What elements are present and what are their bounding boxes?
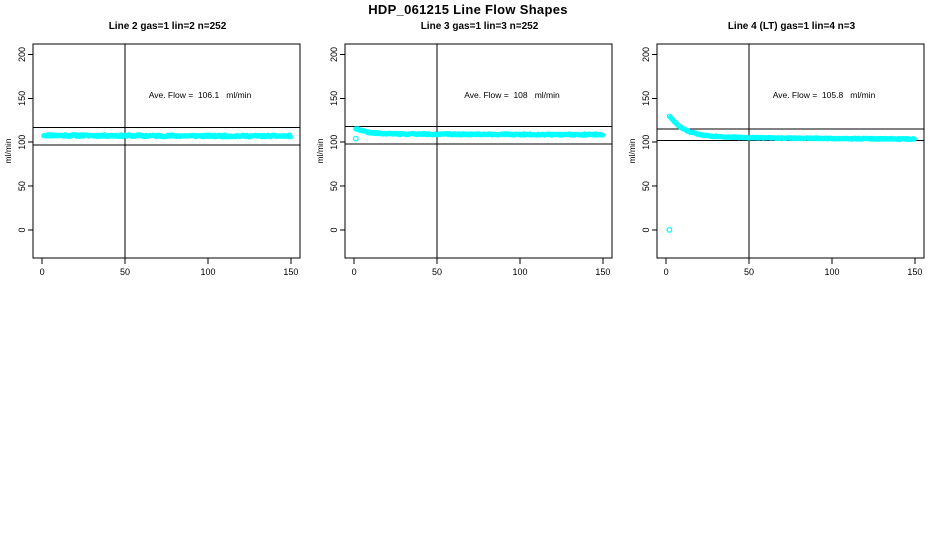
svg-text:100: 100 (17, 135, 27, 150)
reference-lines (657, 44, 924, 258)
data-points (666, 113, 917, 233)
axes: 0 50 100 150 200 0 50 100 150 ml/min (3, 43, 301, 277)
panel-title: Line 3 gas=1 lin=3 n=252 (420, 21, 539, 32)
figure-title: HDP_061215 Line Flow Shapes (368, 2, 568, 17)
svg-text:150: 150 (641, 91, 651, 106)
ave-flow-annotation: Ave. Flow = 106.1 ml/min (148, 90, 252, 100)
svg-text:100: 100 (641, 135, 651, 150)
y-axis-label: ml/min (627, 138, 637, 163)
panel-line-2: Line 2 gas=1 lin=2 n=252 0 50 100 150 200 0 50… (3, 18, 305, 288)
plot-area-line-4: 0 50 100 150 200 0 50 100 150 ml/min (627, 43, 925, 277)
svg-text:0: 0 (17, 227, 27, 232)
svg-text:150: 150 (907, 267, 922, 277)
data-points (41, 132, 294, 140)
panel-line-4: Line 4 (LT) gas=1 lin=4 n=3 0 50 100 150 200… (627, 18, 929, 288)
data-points (352, 126, 606, 142)
svg-text:50: 50 (744, 267, 754, 277)
svg-text:50: 50 (17, 181, 27, 191)
svg-text:50: 50 (641, 181, 651, 191)
svg-text:200: 200 (641, 47, 651, 62)
svg-text:200: 200 (17, 47, 27, 62)
plot-area-line-2: 0 50 100 150 200 0 50 100 150 ml/min (3, 43, 301, 277)
svg-text:0: 0 (352, 267, 357, 277)
svg-text:0: 0 (329, 227, 339, 232)
reference-lines (33, 44, 300, 258)
svg-text:100: 100 (824, 267, 839, 277)
svg-text:150: 150 (283, 267, 298, 277)
ave-flow-annotation: Ave. Flow = 105.8 ml/min (772, 90, 876, 100)
svg-text:50: 50 (329, 181, 339, 191)
axes: 0 50 100 150 200 0 50 100 150 ml/min (627, 43, 925, 277)
panel-title: Line 4 (LT) gas=1 lin=4 n=3 (727, 21, 856, 32)
svg-text:200: 200 (329, 47, 339, 62)
panel-title: Line 2 gas=1 lin=2 n=252 (108, 21, 227, 32)
svg-text:0: 0 (664, 267, 669, 277)
svg-text:150: 150 (595, 267, 610, 277)
svg-text:150: 150 (17, 91, 27, 106)
ave-flow-annotation: Ave. Flow = 108 ml/min (464, 90, 560, 100)
svg-text:50: 50 (432, 267, 442, 277)
svg-text:100: 100 (329, 135, 339, 150)
svg-text:150: 150 (329, 91, 339, 106)
svg-text:100: 100 (512, 267, 527, 277)
panel-line-3: Line 3 gas=1 lin=3 n=252 0 50 100 150 200 0 50… (315, 18, 617, 288)
svg-text:50: 50 (120, 267, 130, 277)
svg-text:100: 100 (200, 267, 215, 277)
svg-text:0: 0 (40, 267, 45, 277)
plot-area-line-3: 0 50 100 150 200 0 50 100 150 ml/min (315, 43, 613, 277)
y-axis-label: ml/min (3, 138, 13, 163)
y-axis-label: ml/min (315, 138, 325, 163)
svg-text:0: 0 (641, 227, 651, 232)
reference-lines (345, 44, 612, 258)
axes: 0 50 100 150 200 0 50 100 150 ml/min (315, 43, 613, 277)
